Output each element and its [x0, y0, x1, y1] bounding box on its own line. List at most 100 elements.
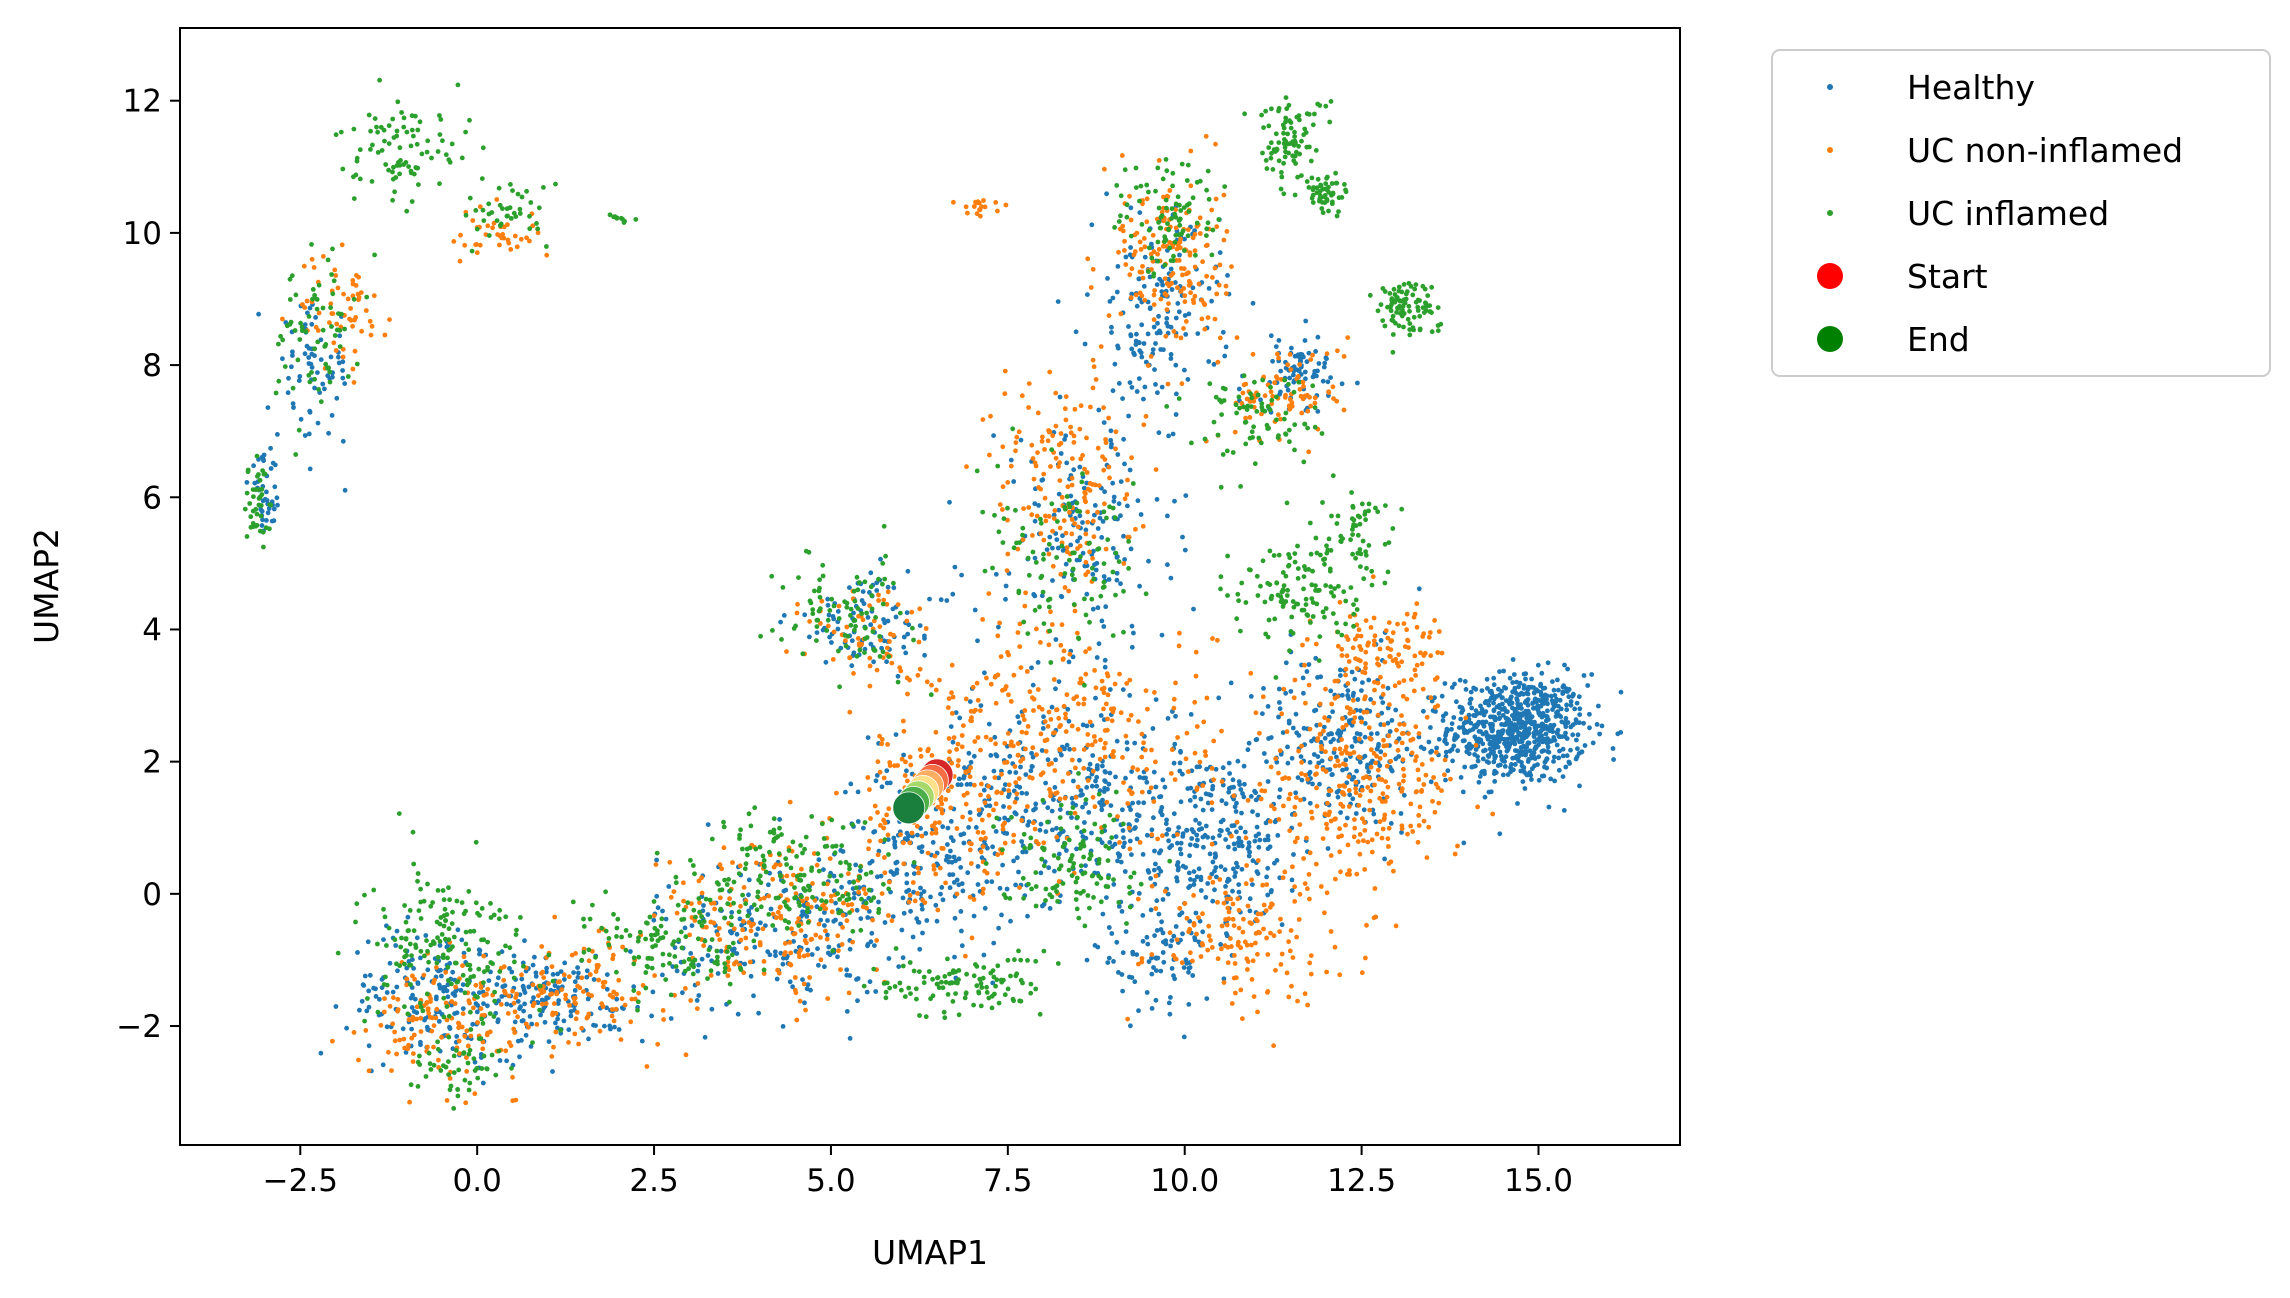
data-point: [865, 941, 871, 947]
data-point: [1020, 537, 1026, 543]
data-point: [1024, 730, 1029, 736]
data-point: [393, 943, 399, 948]
data-point: [848, 781, 854, 787]
data-point: [478, 1006, 484, 1011]
data-point: [1428, 725, 1433, 730]
data-point: [404, 976, 410, 982]
data-point: [1273, 344, 1279, 349]
data-point: [1165, 716, 1171, 721]
data-point: [1174, 832, 1180, 837]
data-point: [907, 677, 912, 683]
data-point: [1303, 700, 1308, 706]
data-point: [922, 652, 927, 658]
data-point: [1112, 361, 1118, 367]
data-point: [982, 800, 988, 806]
data-point: [1344, 815, 1350, 821]
data-point: [1225, 960, 1231, 966]
data-point: [1192, 248, 1198, 254]
data-point: [1006, 788, 1011, 793]
data-point: [1365, 839, 1371, 845]
data-point: [794, 1017, 800, 1023]
data-point: [494, 982, 500, 987]
data-point: [825, 623, 831, 629]
data-point: [1128, 217, 1134, 223]
data-point: [1508, 720, 1514, 726]
data-point: [1094, 765, 1100, 771]
data-point: [290, 349, 295, 355]
data-point: [1490, 727, 1496, 733]
data-point: [1375, 767, 1381, 773]
data-point: [390, 1021, 396, 1027]
data-point: [790, 984, 795, 990]
data-point: [908, 762, 914, 768]
data-point: [1310, 781, 1315, 787]
data-point: [1462, 764, 1468, 770]
data-point: [1146, 959, 1152, 964]
data-point: [1313, 861, 1319, 867]
data-point: [1362, 734, 1368, 740]
data-point: [573, 1016, 579, 1022]
data-point: [712, 906, 717, 912]
data-point: [1180, 771, 1185, 777]
data-point: [1345, 688, 1351, 693]
data-point: [1525, 759, 1531, 764]
data-point: [1497, 692, 1502, 698]
data-point: [975, 638, 980, 644]
data-point: [1077, 680, 1083, 686]
data-point: [1165, 562, 1170, 568]
data-point: [318, 357, 324, 362]
data-point: [504, 1001, 510, 1007]
data-point: [1499, 688, 1504, 694]
data-point: [1171, 973, 1176, 979]
data-point: [1206, 359, 1212, 364]
data-point: [1139, 731, 1145, 737]
data-point: [1168, 943, 1173, 949]
data-point: [1291, 695, 1297, 701]
data-point: [826, 612, 832, 618]
data-point: [1063, 729, 1069, 734]
data-point: [1442, 681, 1448, 686]
data-point: [520, 1018, 526, 1023]
data-point: [1074, 694, 1080, 699]
data-point: [1555, 727, 1561, 733]
data-point: [1072, 608, 1078, 614]
data-point: [1021, 506, 1026, 511]
data-point: [1238, 787, 1244, 792]
data-point: [460, 1006, 466, 1011]
data-point: [1178, 335, 1184, 341]
data-point: [1155, 390, 1160, 396]
data-point: [1204, 996, 1210, 1001]
data-point: [805, 952, 811, 958]
data-point: [729, 910, 735, 915]
data-point: [1538, 728, 1544, 734]
data-point: [1193, 673, 1199, 679]
data-point: [1372, 782, 1377, 788]
data-point: [1030, 764, 1035, 769]
data-point: [956, 856, 962, 862]
data-point: [1153, 873, 1159, 879]
data-point: [1014, 791, 1020, 797]
data-point: [1151, 867, 1157, 873]
data-point: [996, 925, 1001, 931]
data-point: [1210, 898, 1216, 904]
data-point: [1151, 324, 1157, 330]
data-point: [1432, 618, 1437, 623]
data-point: [1337, 972, 1343, 978]
data-point: [1392, 683, 1398, 689]
data-point: [1136, 800, 1141, 805]
data-point: [1379, 799, 1385, 804]
data-point: [958, 782, 964, 788]
data-point: [1057, 807, 1063, 812]
data-point: [674, 968, 680, 974]
data-point: [1101, 624, 1107, 629]
data-point: [925, 850, 931, 856]
data-point: [1297, 362, 1303, 367]
data-point: [1154, 928, 1160, 933]
scatter-points: [242, 77, 1624, 1111]
data-point: [1496, 711, 1502, 716]
data-point: [604, 972, 610, 977]
data-point: [1421, 746, 1427, 752]
data-point: [1544, 756, 1550, 761]
data-point: [1284, 970, 1290, 976]
data-point: [1173, 362, 1179, 368]
